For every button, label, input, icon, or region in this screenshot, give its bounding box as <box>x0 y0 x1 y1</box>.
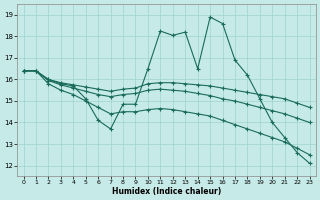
X-axis label: Humidex (Indice chaleur): Humidex (Indice chaleur) <box>112 187 221 196</box>
